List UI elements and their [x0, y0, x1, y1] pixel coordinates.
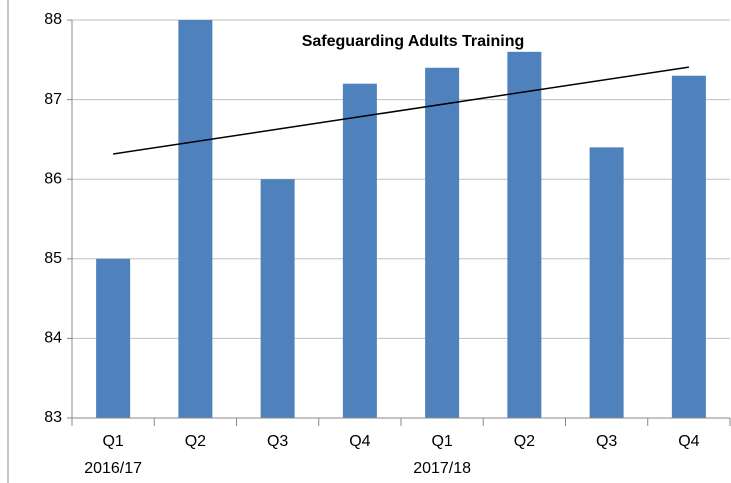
bar [507, 51, 542, 419]
y-tick-label: 83 [44, 409, 62, 426]
y-tick-label: 86 [44, 170, 62, 187]
bar [260, 179, 295, 418]
y-tick-label: 88 [44, 11, 62, 28]
x-tick-label: Q2 [185, 433, 206, 450]
trendline [113, 66, 689, 155]
bar [425, 67, 460, 418]
x-tick-label: Q1 [431, 433, 452, 450]
y-tick-label: 85 [44, 250, 62, 267]
x-tick-label: Q3 [267, 433, 288, 450]
y-tick-label: 84 [44, 330, 62, 347]
x-tick-label: Q3 [596, 433, 617, 450]
bar [671, 75, 706, 418]
x-tick-label: Q2 [514, 433, 535, 450]
bar [178, 20, 213, 418]
bar [342, 83, 377, 419]
chart-title: Safeguarding Adults Training [302, 33, 525, 50]
bar [96, 258, 131, 418]
group-label: 2017/18 [413, 460, 471, 477]
x-tick-label: Q4 [678, 433, 699, 450]
group-label: 2016/17 [84, 460, 142, 477]
x-tick-label: Q1 [102, 433, 123, 450]
x-tick-label: Q4 [349, 433, 370, 450]
y-tick-label: 87 [44, 91, 62, 108]
bar [589, 147, 624, 419]
